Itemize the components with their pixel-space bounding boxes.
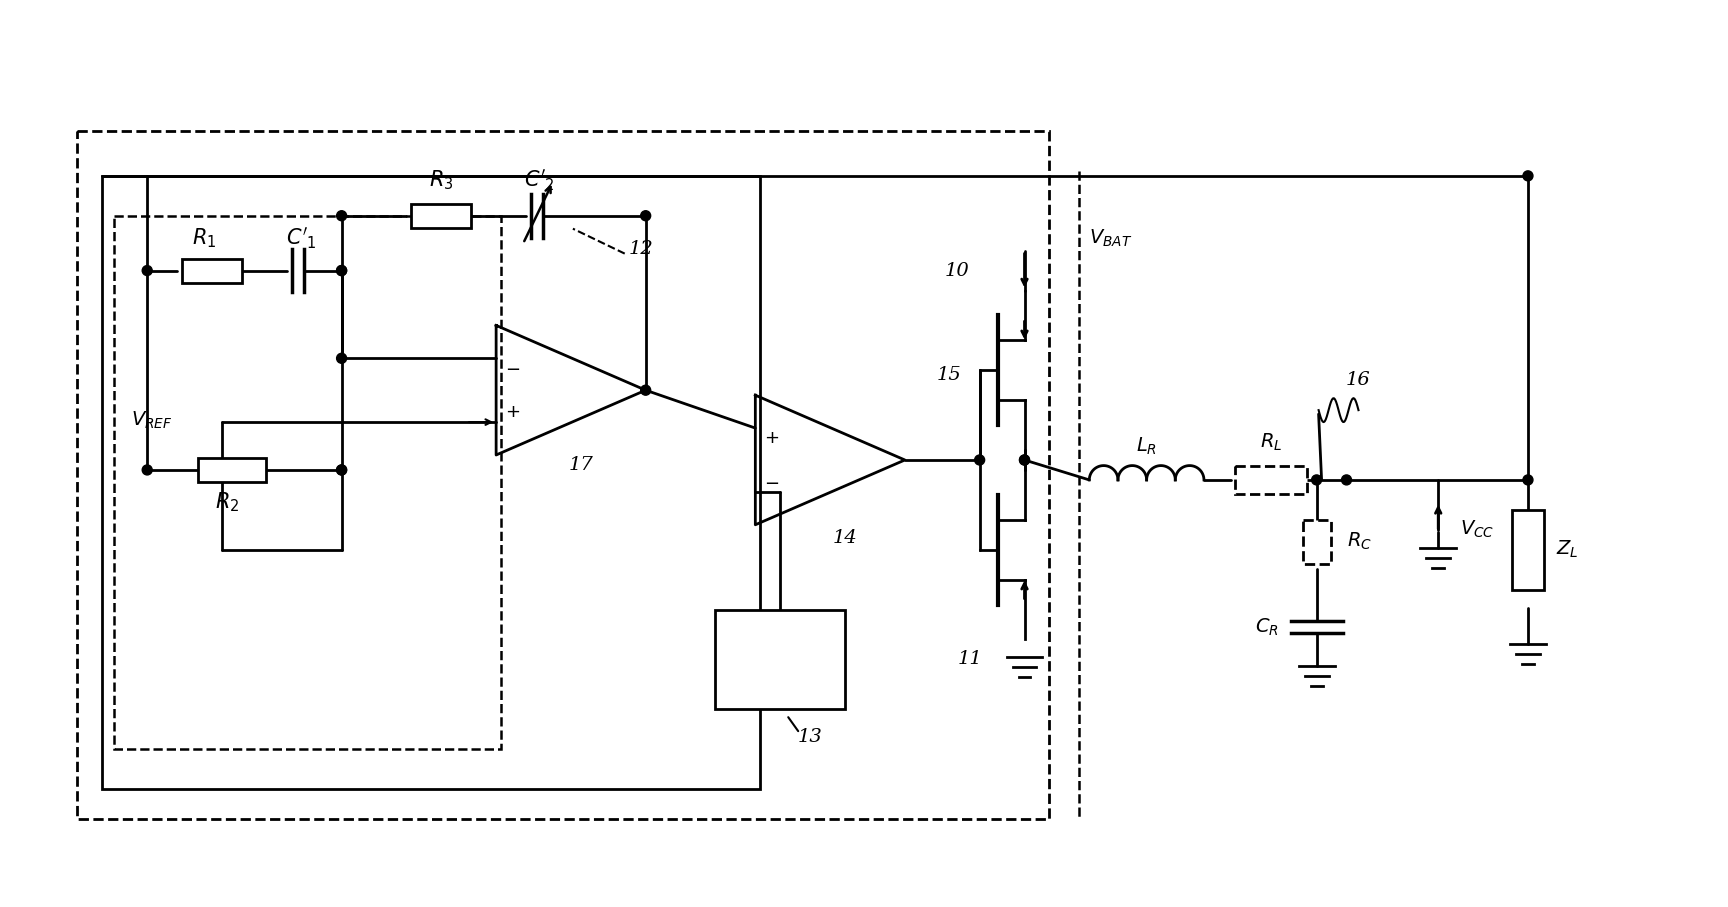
- Text: 17: 17: [569, 456, 593, 474]
- Text: $C_R$: $C_R$: [1255, 617, 1279, 639]
- Circle shape: [975, 455, 985, 465]
- Text: 15: 15: [937, 366, 962, 385]
- Circle shape: [641, 210, 651, 220]
- Bar: [199, 458, 266, 482]
- Text: $V_{CC}$: $V_{CC}$: [1460, 519, 1495, 541]
- Text: $R_1$: $R_1$: [192, 227, 216, 250]
- Circle shape: [337, 266, 347, 276]
- Bar: [1236, 466, 1306, 494]
- Bar: [1303, 520, 1331, 563]
- Circle shape: [641, 385, 651, 395]
- Text: $-$: $-$: [505, 359, 520, 377]
- Bar: [715, 610, 845, 709]
- Text: $R_L$: $R_L$: [1260, 432, 1282, 453]
- Text: 12: 12: [629, 239, 653, 258]
- Circle shape: [1020, 455, 1030, 465]
- Circle shape: [337, 210, 347, 220]
- Circle shape: [337, 465, 347, 475]
- Bar: [114, 216, 501, 749]
- Text: $Z_L$: $Z_L$: [1555, 539, 1578, 561]
- Bar: [411, 204, 472, 228]
- Circle shape: [337, 354, 347, 364]
- Circle shape: [1522, 475, 1533, 485]
- Bar: [102, 176, 760, 789]
- Text: $C'_1$: $C'_1$: [287, 226, 318, 251]
- Text: $-$: $-$: [764, 473, 779, 491]
- Circle shape: [1020, 455, 1030, 465]
- Text: $R_C$: $R_C$: [1346, 532, 1372, 552]
- Text: $L_R$: $L_R$: [1135, 435, 1156, 456]
- Circle shape: [142, 266, 152, 276]
- Text: 13: 13: [798, 728, 823, 746]
- Circle shape: [1341, 475, 1351, 485]
- Text: $R_3$: $R_3$: [429, 168, 453, 191]
- Bar: [1512, 510, 1543, 590]
- Text: 10: 10: [945, 261, 969, 279]
- Circle shape: [142, 465, 152, 475]
- Text: $V_{BAT}$: $V_{BAT}$: [1089, 228, 1132, 249]
- Text: 14: 14: [833, 529, 857, 547]
- Text: $+$: $+$: [764, 429, 779, 447]
- Text: 16: 16: [1346, 371, 1370, 389]
- Circle shape: [337, 266, 347, 276]
- Bar: [78, 131, 1049, 819]
- Text: $V_{REF}$: $V_{REF}$: [131, 409, 173, 431]
- Circle shape: [1312, 475, 1322, 485]
- Circle shape: [337, 465, 347, 475]
- Text: $+$: $+$: [505, 403, 520, 421]
- Text: $R_2$: $R_2$: [214, 490, 238, 513]
- Text: 11: 11: [957, 650, 982, 668]
- Text: $C'_2$: $C'_2$: [524, 167, 555, 192]
- Circle shape: [1522, 171, 1533, 180]
- Bar: [181, 258, 242, 282]
